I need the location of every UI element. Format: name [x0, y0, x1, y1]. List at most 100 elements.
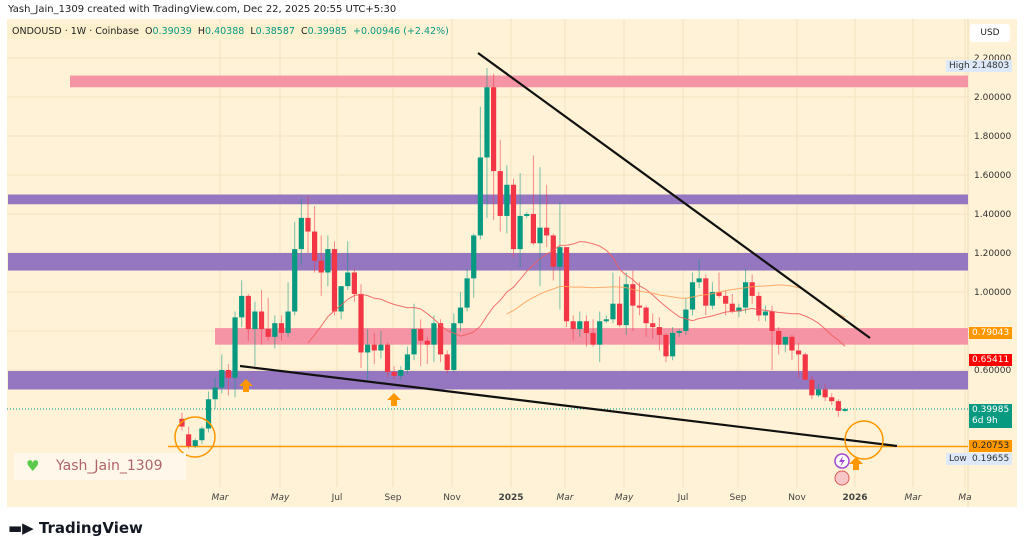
candle [643, 305, 649, 337]
highlight-circle [844, 420, 884, 460]
up-arrow-icon [239, 379, 253, 392]
candle-body [239, 295, 245, 318]
candle [597, 311, 603, 363]
candle-body [630, 284, 636, 306]
candle [278, 315, 285, 341]
high-value: 0.40388 [205, 26, 245, 37]
candle-body [723, 295, 729, 304]
candle-body [663, 334, 669, 357]
candle [199, 426, 205, 445]
upper-trendline [477, 52, 871, 339]
time-tick-label: May [615, 493, 634, 503]
candle [530, 155, 536, 246]
high-label: High [946, 60, 973, 72]
time-tick-label: Nov [788, 493, 806, 503]
candle-body [650, 323, 656, 328]
candle [312, 206, 318, 273]
time-tick-label: Mar [212, 493, 230, 503]
candle [630, 270, 636, 331]
candle [650, 313, 656, 339]
candle [517, 173, 523, 267]
candle [265, 297, 271, 341]
candle-body [371, 344, 377, 351]
last-price: 0.39985 [972, 405, 1010, 415]
candle-body [272, 323, 278, 337]
candle [776, 327, 782, 355]
candle [723, 290, 729, 316]
candle-body [610, 303, 616, 320]
price-tick-label: 1.60000 [974, 171, 1011, 181]
candle-body [689, 282, 696, 310]
candle-body [570, 321, 576, 330]
price-tick-label: 1.00000 [974, 288, 1011, 298]
symbol-info[interactable]: ONDOUSD · 1W · Coinbase [12, 26, 139, 37]
candle-body [424, 340, 430, 345]
candle-body [398, 370, 404, 376]
candle [577, 311, 583, 337]
candle [471, 233, 477, 298]
candle [491, 73, 497, 220]
candle [212, 377, 218, 409]
candle-body [597, 321, 603, 345]
high-value: 2.14803 [969, 60, 1013, 72]
candle-body [676, 331, 682, 333]
candle [378, 331, 384, 359]
candle [603, 315, 609, 324]
candle-body [802, 354, 808, 380]
candle [676, 329, 682, 337]
candle-body [623, 284, 629, 326]
candle [795, 342, 802, 378]
candle [835, 399, 841, 417]
candle-body [563, 247, 570, 322]
close-label: C [301, 26, 308, 37]
candle-body [431, 323, 437, 345]
candle-body [391, 371, 397, 376]
candle-body [544, 227, 550, 236]
time-tick-label: Nov [443, 493, 461, 503]
candle [325, 235, 331, 287]
candle [583, 315, 590, 347]
candle-body [338, 286, 344, 312]
candle [338, 286, 344, 320]
candle [616, 276, 623, 328]
currency-button[interactable]: USD [970, 24, 1010, 42]
candle [610, 272, 616, 324]
candle-body [312, 231, 318, 261]
candle [318, 235, 324, 296]
candle [782, 336, 788, 353]
symbol-legend[interactable]: ONDOUSD · 1W · Coinbase O0.39039 H0.4038… [8, 24, 449, 39]
candle [716, 272, 722, 298]
candle [404, 346, 411, 374]
candle [537, 167, 543, 287]
candle-body [358, 293, 364, 353]
ma-tag-red: 0.65411 [969, 354, 1013, 366]
candle [358, 284, 364, 369]
candle [762, 305, 769, 322]
candle-body [670, 332, 676, 357]
candle [742, 268, 749, 314]
candle [192, 438, 198, 448]
candle [232, 311, 238, 398]
candle-body [245, 295, 251, 330]
candle [749, 274, 755, 304]
time-tick-label: May [271, 493, 290, 503]
support-tag: 0.20753 [969, 440, 1013, 452]
tradingview-logo[interactable]: ▬▶ TradingView [8, 519, 143, 537]
candle-body [756, 295, 762, 316]
highlight-circle [174, 416, 216, 458]
candle-body [378, 344, 384, 351]
candle [391, 366, 397, 380]
candle [464, 268, 470, 312]
candle-body [504, 184, 510, 216]
open-value: 0.39039 [152, 26, 192, 37]
candle [769, 305, 775, 370]
candle [451, 313, 457, 372]
tradingview-logo-icon: ▬▶ [8, 519, 34, 537]
candle [557, 202, 563, 310]
candle [802, 352, 808, 380]
price-axis-ticks: 2.20000 2.00000 1.80000 1.60000 1.40000 1.200… [974, 54, 1011, 376]
candle-body [517, 215, 523, 250]
candle [351, 268, 357, 302]
bar-countdown: 6d 9h [972, 416, 998, 426]
